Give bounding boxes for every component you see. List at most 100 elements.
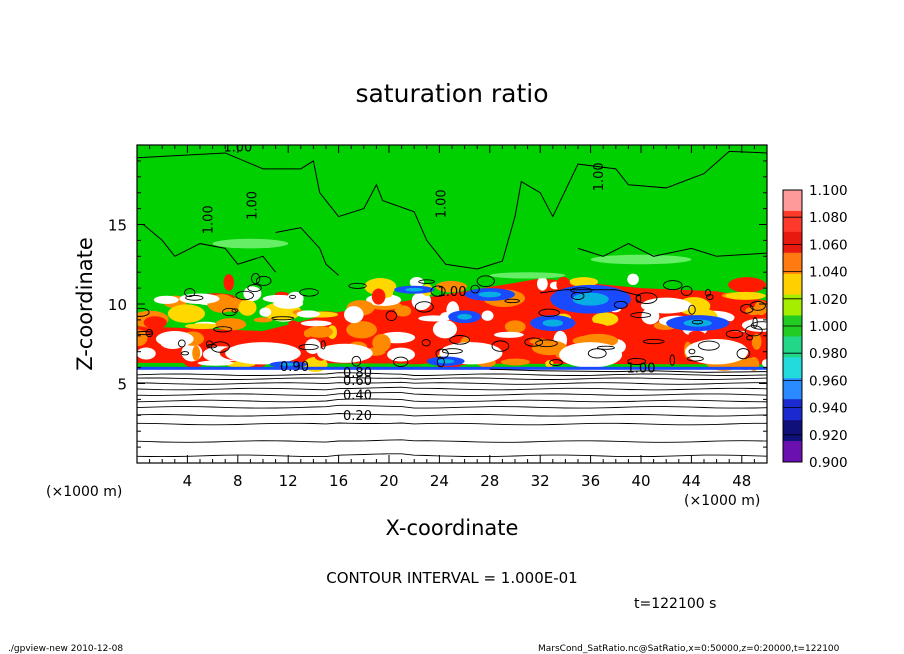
x-tick-label: 40 (631, 472, 650, 490)
contour-label: 0.40 (343, 388, 372, 403)
colorbar-swatch (783, 273, 802, 296)
colorbar-tick-label: 0.940 (809, 401, 848, 417)
field-patch (409, 276, 424, 288)
contour-line (137, 413, 767, 417)
field-patch (137, 347, 156, 360)
contour-line (137, 422, 767, 426)
contour-cell (289, 294, 296, 299)
contour-cell (744, 325, 763, 337)
field-patch (304, 338, 321, 354)
colorbar-swatch (783, 378, 802, 400)
field-patch (537, 276, 548, 291)
colorbar-tick-label: 0.920 (809, 428, 848, 444)
field-white-cell (225, 342, 301, 365)
contour-line (275, 227, 339, 276)
contour-label: 0.80 (343, 366, 372, 381)
colorbar-swatch (783, 294, 802, 317)
contour-cell (630, 312, 652, 319)
x-tick-label: 12 (279, 472, 298, 490)
contour-cell (421, 339, 431, 347)
contour-cell (145, 329, 154, 338)
contour-cell (441, 348, 463, 355)
time-label: t=122100 s (634, 596, 716, 612)
colorbar-swatch (783, 399, 802, 421)
contour-cell (686, 355, 704, 362)
contour-line (137, 372, 767, 376)
field-patch (741, 318, 767, 332)
contour-line (137, 398, 767, 403)
contour-cell (205, 340, 213, 347)
field-cyan-core (683, 319, 712, 327)
contour-cell (476, 275, 495, 288)
field-patch (137, 329, 148, 347)
y-axis: 5 10 15 (108, 160, 767, 448)
contour-lines (137, 150, 767, 458)
contour-cell (688, 348, 696, 355)
x-axis-label: X-coordinate (386, 516, 519, 540)
x-tick-label: 20 (379, 472, 398, 490)
field-patch (184, 323, 220, 330)
x-tick-label: 28 (480, 472, 499, 490)
field-patch (288, 320, 299, 328)
field-cyan-core (437, 359, 455, 364)
contour-cell (688, 304, 696, 315)
contour-cell (184, 288, 196, 298)
field-patch (300, 320, 332, 327)
contour-cell (706, 294, 714, 300)
field-patch (346, 321, 377, 339)
contour-cell (185, 295, 204, 301)
contour-cell (642, 338, 665, 345)
contour-line (137, 150, 767, 270)
colorbar-tick-label: 1.100 (809, 183, 848, 199)
contour-cell (255, 275, 272, 286)
field-patch (500, 358, 531, 366)
x-tick-label: 36 (581, 472, 600, 490)
contour-cell (635, 293, 642, 304)
field-patch (364, 278, 397, 296)
x-axis: 4 8 12 16 20 24 28 32 36 40 44 48 (149, 145, 755, 490)
field-patch (238, 299, 257, 316)
field-patch (282, 325, 308, 336)
footer-left: ./gpview-new 2010-12-08 (8, 644, 123, 654)
contour-cell (299, 288, 319, 297)
contour-label: 1.00 (435, 189, 450, 218)
contour-cell (436, 356, 445, 368)
contour-line (577, 243, 767, 257)
footer-right: MarsCond_SatRatio.nc@SatRatio,x=0:50000,… (538, 644, 840, 654)
field-wisp (590, 254, 692, 265)
field-patch (259, 307, 272, 317)
colorbar-tick-label: 0.960 (809, 373, 848, 389)
field-white-cell (685, 338, 749, 365)
field-patch (728, 277, 767, 293)
contour-cell (746, 335, 754, 341)
contour-cell (587, 348, 607, 359)
contour-cell (570, 291, 585, 300)
contour-line (489, 368, 767, 373)
field-patch (435, 280, 468, 293)
contour-cell (449, 335, 471, 345)
field-patch (143, 316, 167, 329)
contour-label: 0.60 (343, 374, 372, 389)
contour-cell (680, 285, 693, 296)
saturation-field (137, 145, 767, 463)
x-tick-label: 44 (682, 472, 701, 490)
field-patch (725, 291, 766, 300)
contour-cell (740, 303, 754, 314)
contour-label: 1.00 (627, 361, 656, 376)
contour-cell (298, 343, 319, 351)
field-cyan-core (457, 313, 472, 320)
contour-cell (736, 348, 751, 360)
field-patch (616, 319, 649, 336)
contour-cell (351, 355, 362, 367)
contour-cell (231, 308, 239, 313)
contour-cell (535, 339, 558, 348)
field-white-cell (641, 297, 692, 314)
contour-cell (178, 339, 186, 348)
x-tick-label: 16 (329, 472, 348, 490)
contour-line (137, 376, 767, 380)
contour-cell (627, 357, 647, 366)
field-patch (545, 360, 554, 368)
colorbar-tick-label: 0.900 (809, 455, 848, 471)
contour-cell (691, 319, 704, 325)
